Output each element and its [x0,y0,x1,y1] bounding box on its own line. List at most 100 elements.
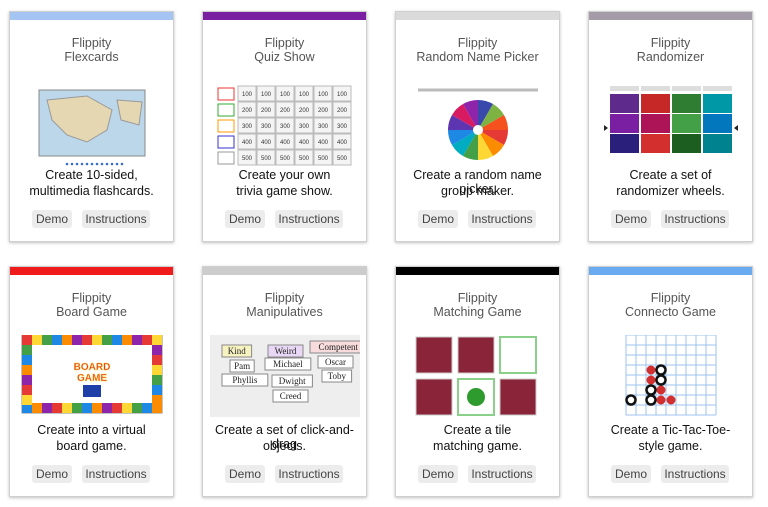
word-tile [272,389,309,403]
wheel-cell [672,134,701,153]
pointer [604,125,608,131]
thumbnail: Kind Weird Competent Pam Michael Oscar Phyllis… [210,335,360,417]
square [72,335,82,345]
cell-value: 300 [261,124,272,130]
cell-value: 100 [280,92,291,98]
cell-value: 500 [280,156,291,162]
card-title: Manipulatives [246,305,323,319]
card-title: Board Game [56,305,127,319]
x-piece [656,385,666,395]
word-text: Weird [275,346,297,356]
thumbnail [604,86,738,153]
o-piece [655,374,667,386]
word-tile [267,344,304,358]
cell [237,101,257,118]
cell-value: 300 [337,124,348,130]
pointer [734,125,738,131]
dot [70,162,74,166]
demo-button[interactable]: Demo [418,210,458,228]
thumbnail: 100 100 100 100 100 100 200 200 200 200 200 200 300 3… [217,85,352,166]
word-text: Michael [273,359,303,369]
word-tile [271,374,313,388]
demo-button[interactable]: Demo [225,465,265,483]
wheel-slice [463,130,478,160]
wheel-slice [478,130,493,160]
team-box [217,87,235,101]
cell [256,133,276,150]
instructions-button[interactable]: Instructions [468,210,536,228]
cell-value: 400 [261,140,272,146]
header [610,86,639,91]
cell [256,101,276,118]
instructions-button[interactable]: Instructions [275,465,343,483]
word-tile [317,355,354,369]
card-title: Random Name Picker [416,50,539,64]
word-tile [221,344,253,358]
dot [80,162,84,166]
cell [275,101,295,118]
demo-button[interactable]: Demo [32,465,72,483]
instructions-button[interactable]: Instructions [661,465,729,483]
cell [313,149,333,166]
cell-value: 200 [261,108,272,114]
cell-value: 300 [299,124,310,130]
demo-button[interactable]: Demo [611,210,651,228]
square [42,335,52,345]
square [22,385,32,395]
card: Flippity Board Game BOARD GAME Create into a… [9,266,174,497]
card-title: Quiz Show [254,50,315,64]
wheel-slice [448,130,478,145]
cell-value: 200 [280,108,291,114]
tile [499,378,537,416]
square [142,335,152,345]
die [83,385,101,397]
square [32,335,42,345]
square [102,403,112,413]
demo-button[interactable]: Demo [611,465,651,483]
square [62,335,72,345]
cell-value: 100 [299,92,310,98]
instructions-button[interactable]: Instructions [275,210,343,228]
demo-button[interactable]: Demo [418,465,458,483]
card-title: Connecto Game [624,305,717,319]
cell [256,85,276,102]
dot [85,162,89,166]
demo-button[interactable]: Demo [225,210,265,228]
instructions-button[interactable]: Instructions [82,465,150,483]
cell [294,101,314,118]
wheel-slice [478,104,504,130]
card-title: Flippity [457,36,498,50]
card-description: Create your own [238,168,331,182]
color-bar [203,267,366,275]
card: Flippity Quiz Show 100 100 100 100 100 100 200 20… [202,11,367,242]
card-title: Flippity [650,36,691,50]
word-tile [309,340,360,354]
demo-button[interactable]: Demo [32,210,72,228]
wheel-cell [672,114,701,133]
wheel-slice [452,104,478,130]
card-title: Flippity [71,36,112,50]
word-text: Dwight [279,376,306,386]
wheel-cell [672,94,701,113]
card-description: Create into a virtual [37,423,146,437]
square [102,335,112,345]
o-piece [645,384,657,396]
square [152,375,162,385]
cell [256,117,276,134]
square [42,403,52,413]
thumbnail [625,335,717,416]
instructions-button[interactable]: Instructions [661,210,729,228]
square [112,403,122,413]
hub [473,125,483,135]
square [152,403,162,413]
instructions-button[interactable]: Instructions [82,210,150,228]
cell-value: 100 [242,92,253,98]
cell-value: 400 [280,140,291,146]
instructions-button[interactable]: Instructions [468,465,536,483]
card-description: trivia game show. [236,184,333,198]
header [703,86,732,91]
square [92,335,102,345]
card-title: Randomizer [636,50,705,64]
square [52,335,62,345]
